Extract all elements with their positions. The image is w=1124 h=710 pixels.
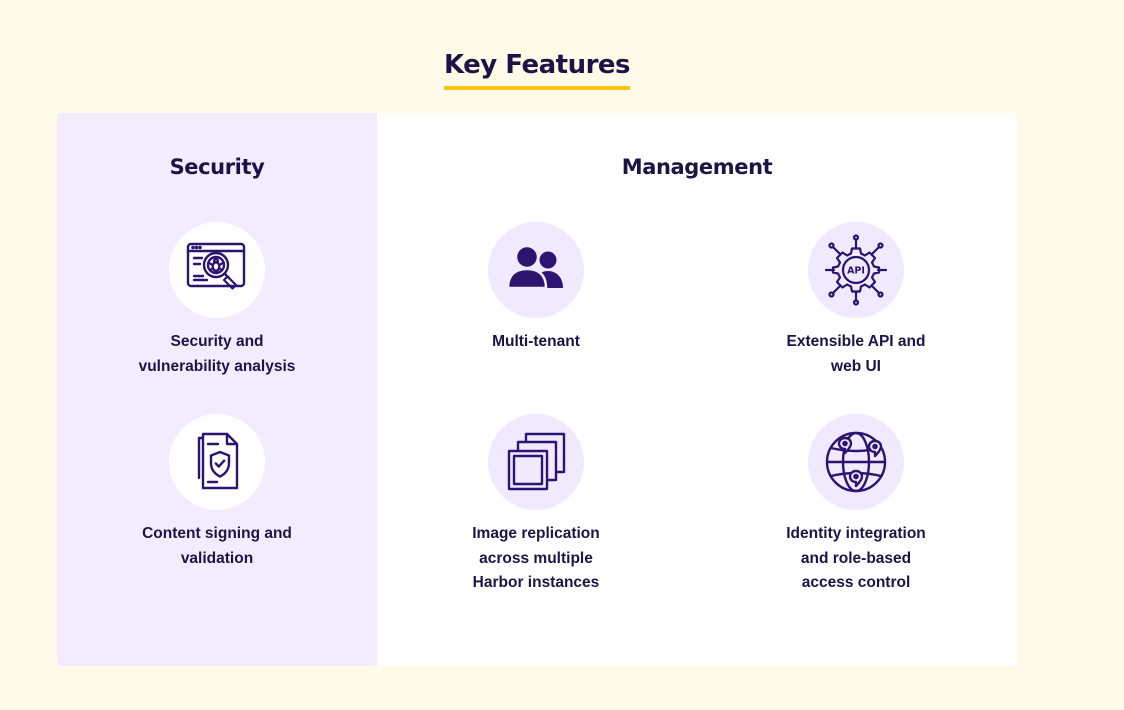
- feature-label: Extensible API and web UI: [786, 333, 926, 375]
- feature-label: Image replication across multiple Harbor…: [472, 525, 600, 591]
- signed-document-icon: [197, 432, 239, 490]
- feature-label: Content signing and validation: [142, 525, 292, 567]
- icon-circle: [488, 222, 584, 318]
- feature-label: Multi-tenant: [492, 333, 580, 350]
- management-column: Management Multi-tenant: [377, 113, 1017, 666]
- feature-image-replication: Image replication across multiple Harbor…: [416, 414, 656, 596]
- page-title: Key Features: [443, 50, 631, 90]
- replication-icon: [507, 432, 566, 491]
- feature-identity-integration: Identity integration and role-based acce…: [736, 414, 976, 596]
- features-card: Security: [57, 113, 1017, 666]
- security-column: Security: [57, 113, 377, 666]
- security-title: Security: [169, 155, 265, 179]
- heading-wrap: Key Features: [0, 50, 1074, 90]
- feature-content-signing: Content signing and validation: [97, 414, 337, 571]
- bug-scan-icon: [186, 242, 246, 290]
- feature-extensible-api: API Extensible API and web UI: [736, 222, 976, 379]
- feature-security-analysis: Security and vulnerability analysis: [97, 222, 337, 379]
- api-gear-icon: API: [824, 234, 888, 306]
- feature-multi-tenant: Multi-tenant: [416, 222, 656, 355]
- icon-circle: [808, 414, 904, 510]
- icon-circle: API: [808, 222, 904, 318]
- icon-circle: [488, 414, 584, 510]
- users-icon: [506, 244, 563, 290]
- icon-circle: [169, 222, 265, 318]
- globe-location-icon: [825, 431, 887, 493]
- management-title: Management: [621, 155, 773, 179]
- api-icon-text: API: [847, 266, 865, 277]
- feature-label: Security and vulnerability analysis: [138, 333, 296, 375]
- feature-label: Identity integration and role-based acce…: [786, 525, 926, 591]
- icon-circle: [169, 414, 265, 510]
